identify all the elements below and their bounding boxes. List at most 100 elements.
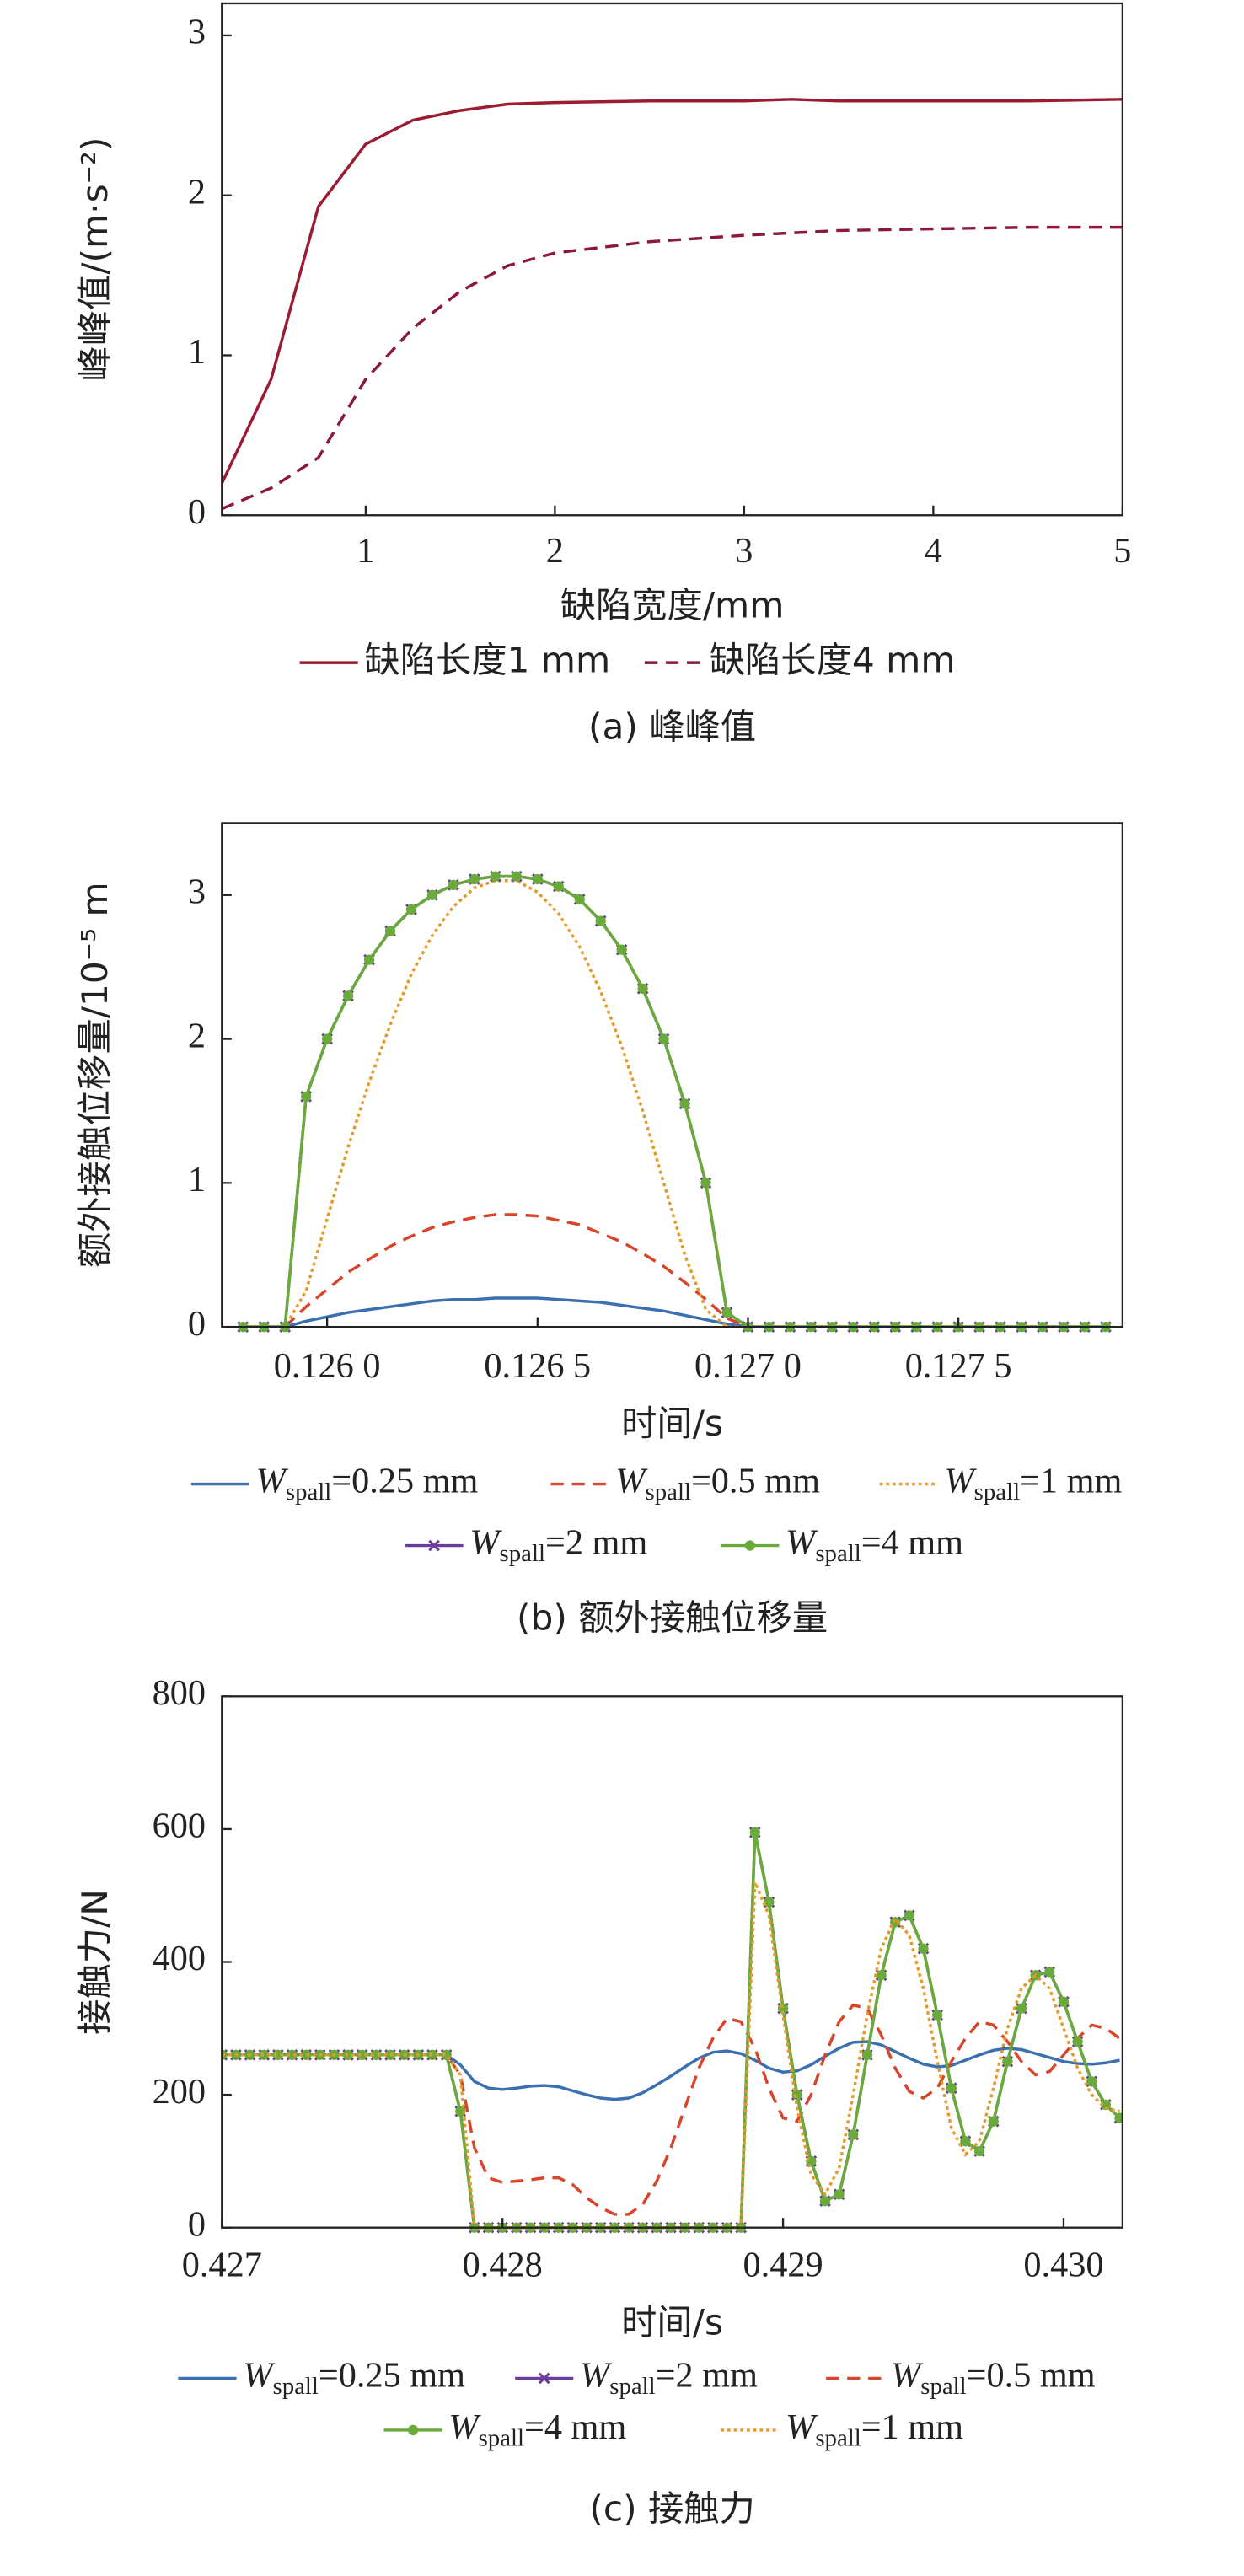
marker	[904, 1910, 915, 1921]
marker	[371, 2049, 382, 2060]
y-tick-label: 1	[188, 1160, 206, 1199]
x-axis-label: 时间/s	[621, 2302, 723, 2343]
marker	[428, 1539, 440, 1552]
marker	[637, 983, 648, 994]
y-tick-label: 0	[188, 492, 206, 532]
series-line	[222, 2003, 1121, 2216]
x-tick-label: 1	[357, 531, 374, 571]
legend-label-part: spall	[500, 1540, 545, 1567]
marker	[357, 2049, 367, 2060]
x-tick-label: 0.127 5	[905, 1346, 1012, 1386]
legend-label-part: spall	[920, 2373, 966, 2400]
plot-area	[237, 870, 1112, 1333]
series-line	[222, 1832, 1121, 2230]
marker	[384, 2049, 396, 2060]
legend-label-part: W	[469, 1522, 502, 1562]
marker	[848, 2129, 859, 2140]
y-tick-label: 0	[188, 2204, 206, 2244]
x-tick-label: 0.430	[1023, 2245, 1103, 2284]
legend-label-part: =1 mm	[861, 2407, 963, 2447]
legend-label: Wspall=0.25 mm	[256, 1461, 479, 1505]
marker	[490, 871, 501, 882]
marker	[448, 879, 459, 891]
plot-area	[222, 1826, 1123, 2234]
legend-label-part: W	[615, 1461, 648, 1500]
legend-label: Wspall=2 mm	[580, 2355, 758, 2399]
marker	[988, 2116, 999, 2127]
legend-label: Wspall=1 mm	[944, 1461, 1122, 1505]
series-line	[243, 874, 1106, 1328]
marker	[679, 1098, 690, 1109]
y-tick-label: 800	[153, 1673, 206, 1713]
legend-label-part: spall	[815, 1540, 861, 1567]
marker	[384, 926, 396, 936]
legend-label-part: spall	[974, 1479, 1020, 1505]
y-tick-label: 3	[188, 13, 206, 52]
y-tick-label: 1	[188, 332, 206, 372]
marker	[1086, 2076, 1097, 2087]
marker	[532, 873, 543, 885]
legend-label-part: W	[448, 2407, 481, 2447]
legend-label-part: W	[580, 2355, 613, 2395]
marker	[272, 2049, 284, 2060]
series-line	[243, 878, 1106, 1328]
marker	[301, 1091, 312, 1103]
legend-label-part: W	[891, 2355, 924, 2395]
marker	[321, 1033, 333, 1044]
x-tick-label: 0.126 5	[484, 1346, 591, 1386]
plot-frame	[221, 822, 1124, 1328]
y-tick-label: 400	[153, 1939, 206, 1978]
legend-label: Wspall=0.25 mm	[243, 2355, 465, 2399]
caption: (a) 峰峰值	[588, 706, 756, 747]
marker	[553, 881, 564, 892]
y-tick-label: 3	[188, 872, 206, 912]
x-tick-label: 4	[925, 531, 942, 571]
series-line	[222, 98, 1123, 485]
plot-area	[222, 98, 1123, 511]
marker	[946, 2083, 957, 2094]
marker	[700, 1178, 711, 1189]
series-line	[222, 225, 1123, 511]
legend-label-part: W	[786, 2407, 818, 2447]
marker	[658, 1033, 669, 1044]
y-tick-label: 2	[188, 1016, 206, 1055]
legend-label-part: =0.5 mm	[967, 2355, 1096, 2395]
marker	[973, 2145, 985, 2157]
marker	[405, 904, 417, 915]
marker	[301, 2049, 312, 2060]
legend-label-part: =2 mm	[656, 2355, 758, 2395]
marker	[469, 873, 480, 885]
marker	[1002, 2056, 1013, 2067]
x-tick-label: 0.127 0	[694, 1346, 802, 1386]
marker	[1072, 2036, 1083, 2047]
marker	[1114, 2112, 1123, 2123]
marker	[595, 915, 606, 926]
x-axis-label: 时间/s	[621, 1403, 723, 1444]
y-tick-label: 0	[188, 1304, 206, 1344]
x-tick-label: 0.428	[463, 2245, 543, 2284]
legend-label-part: =1 mm	[1020, 1461, 1122, 1500]
x-tick-label: 2	[546, 531, 564, 571]
legend-label: Wspall=0.5 mm	[891, 2355, 1096, 2399]
x-tick-label: 0.126 0	[274, 1346, 381, 1386]
marker	[342, 990, 354, 1001]
legend-label-part: W	[786, 1522, 818, 1562]
x-axis-label: 缺陷宽度/mm	[560, 584, 785, 625]
legend-label-part: =2 mm	[545, 1522, 647, 1562]
plot-frame	[221, 2, 1124, 517]
series-line	[243, 874, 1106, 1328]
marker	[806, 2155, 817, 2167]
marker	[574, 894, 585, 905]
y-tick-label: 2	[188, 172, 206, 212]
y-axis-label: 额外接触位移量/10⁻⁵ m	[74, 882, 115, 1268]
legend-label-part: W	[243, 2355, 276, 2395]
series-line	[222, 2040, 1120, 2101]
marker	[764, 1897, 775, 1908]
y-tick-label: 600	[153, 1806, 206, 1846]
legend-label-part: spall	[815, 2424, 861, 2451]
legend-label-part: =4 mm	[524, 2407, 626, 2447]
marker	[1058, 1996, 1070, 2007]
legend-label-part: spall	[479, 2424, 524, 2451]
marker	[918, 1943, 929, 1954]
legend-label: Wspall=1 mm	[786, 2407, 963, 2451]
